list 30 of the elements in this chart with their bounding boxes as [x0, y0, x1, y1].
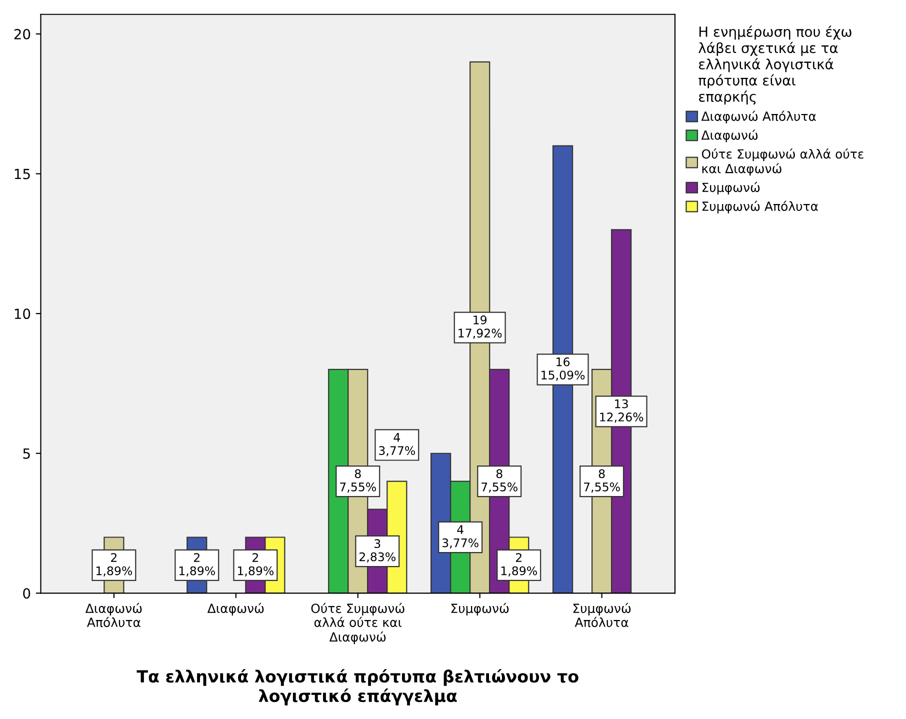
- data-label: 8 7,55%: [340, 469, 376, 493]
- y-tick-label: 20: [14, 28, 30, 40]
- data-label: 2 1,89%: [96, 553, 132, 576]
- x-tick-label: Διαφωνώ Απόλυτα: [85, 602, 142, 628]
- data-label: 8 7,55%: [584, 469, 620, 493]
- legend-label: Συμφωνώ Απόλυτα: [702, 200, 818, 214]
- data-label: 2 1,89%: [501, 553, 537, 576]
- data-label: 4 3,77%: [442, 525, 478, 548]
- data-label: 2 1,89%: [238, 553, 274, 576]
- y-tick-label: 5: [23, 448, 30, 459]
- data-label: 4 3,77%: [379, 433, 415, 456]
- y-tick-label: 15: [14, 168, 30, 180]
- data-label: 3 2,83%: [359, 539, 396, 562]
- data-label: 8 7,55%: [482, 469, 518, 493]
- data-label: 2 1,89%: [179, 553, 215, 576]
- legend-title: Η ενημέρωση που έχω λάβει σχετικά με τα ελληνικά λογιστικά πρότυπα είναι επαρκής: [698, 26, 852, 105]
- x-tick-label: Ούτε Συμφωνώ αλλά ούτε και Διαφωνώ: [311, 602, 404, 644]
- x-tick-label: Συμφωνώ: [451, 602, 509, 616]
- data-label: 13 12,26%: [600, 399, 644, 423]
- data-label: 16 15,09%: [542, 357, 585, 381]
- data-label: 19 17,92%: [458, 315, 502, 339]
- x-axis-title: Τα ελληνικά λογιστικά πρότυπα βελτιώνουν το λογιστικό επάγγελμα: [136, 669, 578, 706]
- y-tick-label: 0: [23, 588, 30, 599]
- legend-label: Διαφωνώ: [701, 130, 758, 142]
- x-tick-label: Διαφωνώ: [207, 602, 264, 616]
- legend-label: Ούτε Συμφωνώ αλλά ούτε και Διαφωνώ: [702, 148, 864, 176]
- legend-label: Διαφωνώ Απόλυτα: [701, 110, 816, 124]
- legend-label: Συμφωνώ: [702, 182, 760, 195]
- x-tick-label: Συμφωνώ Απόλυτα: [573, 602, 631, 628]
- y-tick-label: 10: [14, 308, 30, 320]
